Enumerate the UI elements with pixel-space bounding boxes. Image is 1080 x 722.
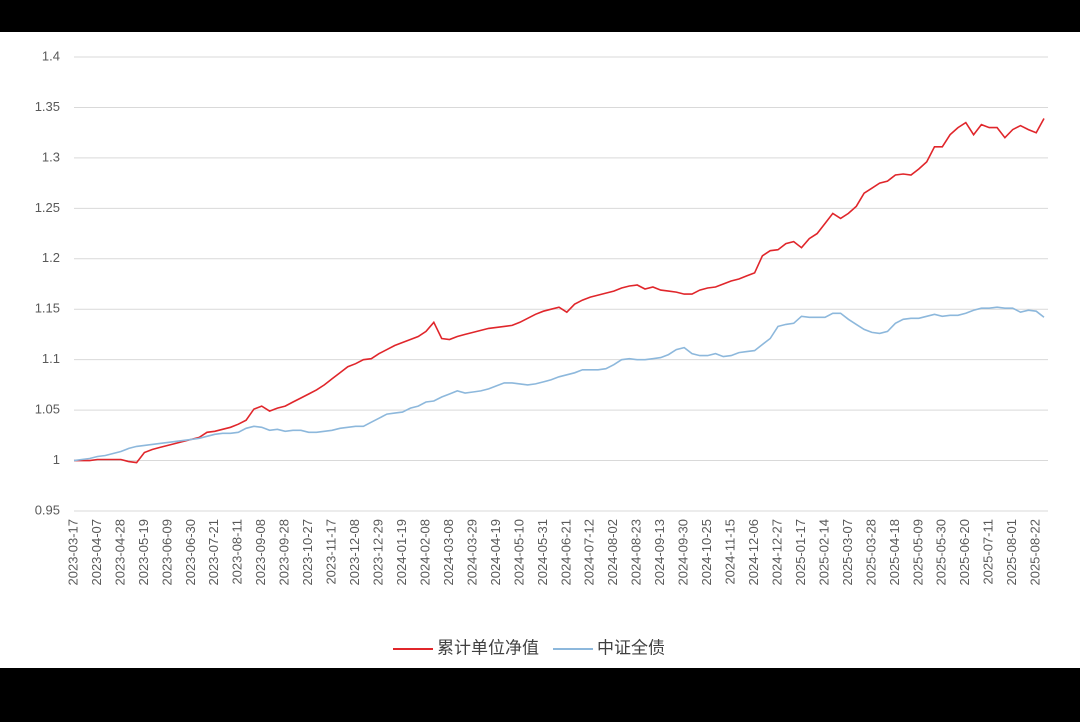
x-tick-label: 2025-08-01 — [1004, 519, 1019, 586]
y-tick-label: 1.2 — [42, 250, 60, 265]
x-tick-label: 2023-08-11 — [230, 519, 245, 585]
x-tick-label: 2024-12-27 — [769, 519, 784, 586]
x-tick-label: 2024-04-19 — [488, 519, 503, 586]
x-tick-label: 2024-05-10 — [511, 519, 526, 586]
x-tick-label: 2024-07-12 — [582, 519, 597, 586]
x-tick-label: 2025-03-28 — [863, 519, 878, 586]
x-tick-label: 2025-03-07 — [840, 519, 855, 586]
x-tick-label: 2025-04-18 — [887, 519, 902, 586]
x-tick-label: 2024-09-30 — [676, 519, 691, 586]
x-tick-label: 2025-05-30 — [934, 519, 949, 586]
x-tick-label: 2024-10-25 — [699, 519, 714, 586]
x-tick-label: 2023-12-29 — [371, 519, 386, 586]
x-tick-label: 2025-05-09 — [910, 519, 925, 586]
x-tick-label: 2023-06-30 — [183, 519, 198, 586]
x-tick-label: 2024-12-06 — [746, 519, 761, 586]
x-tick-label: 2023-04-07 — [89, 519, 104, 586]
series-line — [74, 118, 1045, 464]
x-tick-label: 2024-11-15 — [723, 519, 738, 585]
y-tick-label: 1.15 — [35, 301, 60, 316]
x-tick-label: 2025-08-22 — [1028, 519, 1043, 586]
x-tick-label: 2023-05-19 — [136, 519, 151, 586]
x-tick-label: 2023-04-28 — [112, 519, 127, 586]
x-tick-label: 2025-06-20 — [957, 519, 972, 586]
x-tick-label: 2023-11-17 — [324, 519, 339, 585]
y-tick-label: 1.3 — [42, 149, 60, 164]
x-tick-label: 2025-07-11 — [981, 519, 996, 585]
x-tick-label: 2023-09-28 — [277, 519, 292, 586]
series-line — [73, 306, 1045, 462]
chart-background — [0, 32, 1080, 668]
legend-label: 中证全债 — [597, 638, 665, 657]
y-tick-label: 1 — [53, 452, 60, 467]
top-bar — [0, 0, 1080, 32]
y-tick-label: 1.05 — [35, 402, 60, 417]
x-tick-label: 2024-01-19 — [394, 519, 409, 586]
y-tick-label: 0.95 — [35, 502, 60, 517]
x-tick-label: 2024-06-21 — [558, 519, 573, 586]
x-tick-label: 2024-09-13 — [652, 519, 667, 586]
x-tick-label: 2024-02-08 — [417, 519, 432, 586]
x-tick-label: 2024-05-31 — [535, 519, 550, 586]
x-tick-label: 2025-01-17 — [793, 519, 808, 586]
x-tick-label: 2024-08-23 — [629, 519, 644, 586]
x-tick-label: 2023-03-17 — [65, 519, 80, 586]
x-tick-label: 2024-03-08 — [441, 519, 456, 586]
bottom-bar — [0, 668, 1080, 722]
y-tick-label: 1.1 — [42, 351, 60, 366]
legend-label: 累计单位净值 — [437, 638, 539, 657]
x-tick-label: 2024-03-29 — [464, 519, 479, 586]
y-tick-label: 1.35 — [35, 99, 60, 114]
y-tick-label: 1.25 — [35, 200, 60, 215]
x-tick-label: 2023-10-27 — [300, 519, 315, 586]
x-tick-label: 2024-08-02 — [605, 519, 620, 586]
x-tick-label: 2023-12-08 — [347, 519, 362, 586]
x-tick-label: 2023-07-21 — [206, 519, 221, 586]
x-tick-label: 2025-02-14 — [816, 519, 831, 586]
legend: 累计单位净值 中证全债 — [393, 638, 665, 657]
x-tick-label: 2023-06-09 — [159, 519, 174, 586]
y-tick-label: 1.4 — [42, 48, 60, 63]
x-tick-label: 2023-09-08 — [253, 519, 268, 586]
